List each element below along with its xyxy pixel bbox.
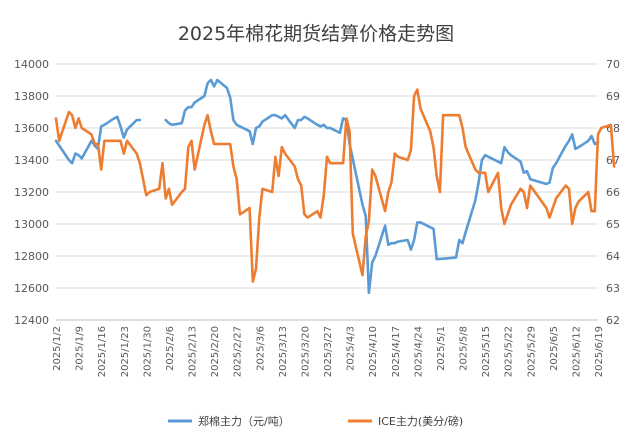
x-tick-label: 2025/1/2 xyxy=(52,326,63,371)
x-tick-label: 2025/3/27 xyxy=(323,326,334,377)
right-tick-label: 63 xyxy=(606,282,620,295)
right-tick-label: 65 xyxy=(606,218,620,231)
legend: 郑棉主力（元/吨） ICE主力(美分/磅) xyxy=(168,414,463,428)
x-tick-label: 2025/2/20 xyxy=(210,326,221,377)
x-tick-label: 2025/6/12 xyxy=(571,326,582,377)
x-tick-label: 2025/4/10 xyxy=(368,326,379,377)
legend-label-ice: ICE主力(美分/磅) xyxy=(378,414,463,428)
left-tick-label: 12600 xyxy=(14,282,49,295)
x-tick-label: 2025/3/20 xyxy=(300,326,311,377)
x-tick-label: 2025/5/1 xyxy=(436,326,447,371)
chart-title: 2025年棉花期货结算价格走势图 xyxy=(178,23,454,45)
x-tick-label: 2025/3/6 xyxy=(255,326,266,371)
x-tick-label: 2025/1/30 xyxy=(142,326,153,377)
right-tick-label: 70 xyxy=(606,58,620,71)
left-tick-label: 13000 xyxy=(14,218,49,231)
legend-label-zhengmian: 郑棉主力（元/吨） xyxy=(198,414,290,428)
left-tick-label: 13400 xyxy=(14,154,49,167)
left-tick-label: 13600 xyxy=(14,122,49,135)
x-tick-label: 2025/5/8 xyxy=(459,326,470,371)
x-tick-label: 2025/4/3 xyxy=(346,326,357,371)
x-tick-label: 2025/6/5 xyxy=(549,326,560,371)
x-tick-label: 2025/2/27 xyxy=(233,326,244,377)
x-tick-label: 2025/1/23 xyxy=(120,326,131,377)
x-tick-label: 2025/1/9 xyxy=(75,326,86,371)
x-tick-label: 2025/5/22 xyxy=(504,326,515,377)
series-lines xyxy=(54,78,616,295)
left-tick-label: 13800 xyxy=(14,90,49,103)
x-axis: 2025/1/2 2025/1/9 2025/1/16 2025/1/23 2025/1… xyxy=(52,319,605,377)
left-tick-label: 12800 xyxy=(14,250,49,263)
x-tick-label: 2025/6/19 xyxy=(594,326,605,377)
left-tick-label: 14000 xyxy=(14,58,49,71)
right-tick-label: 64 xyxy=(606,250,620,263)
gridlines xyxy=(56,63,598,321)
x-tick-label: 2025/2/13 xyxy=(188,326,199,377)
x-tick-label: 2025/3/13 xyxy=(278,326,289,377)
x-tick-label: 2025/5/15 xyxy=(481,326,492,377)
right-tick-label: 68 xyxy=(606,122,620,135)
series-line-1 xyxy=(54,88,616,283)
left-tick-label: 12400 xyxy=(14,314,49,327)
x-tick-label: 2025/4/17 xyxy=(391,326,402,377)
x-tick-label: 2025/4/24 xyxy=(413,326,424,377)
left-axis: 12400 12600 12800 13000 13200 13400 13600 13800… xyxy=(14,58,49,327)
x-tick-label: 2025/1/16 xyxy=(97,326,108,377)
right-tick-label: 66 xyxy=(606,186,620,199)
left-tick-label: 13200 xyxy=(14,186,49,199)
x-tick-label: 2025/5/29 xyxy=(526,326,537,377)
series-line-0 xyxy=(164,78,600,295)
right-tick-label: 62 xyxy=(606,314,620,327)
x-tick-label: 2025/2/6 xyxy=(165,326,176,371)
right-tick-label: 69 xyxy=(606,90,620,103)
